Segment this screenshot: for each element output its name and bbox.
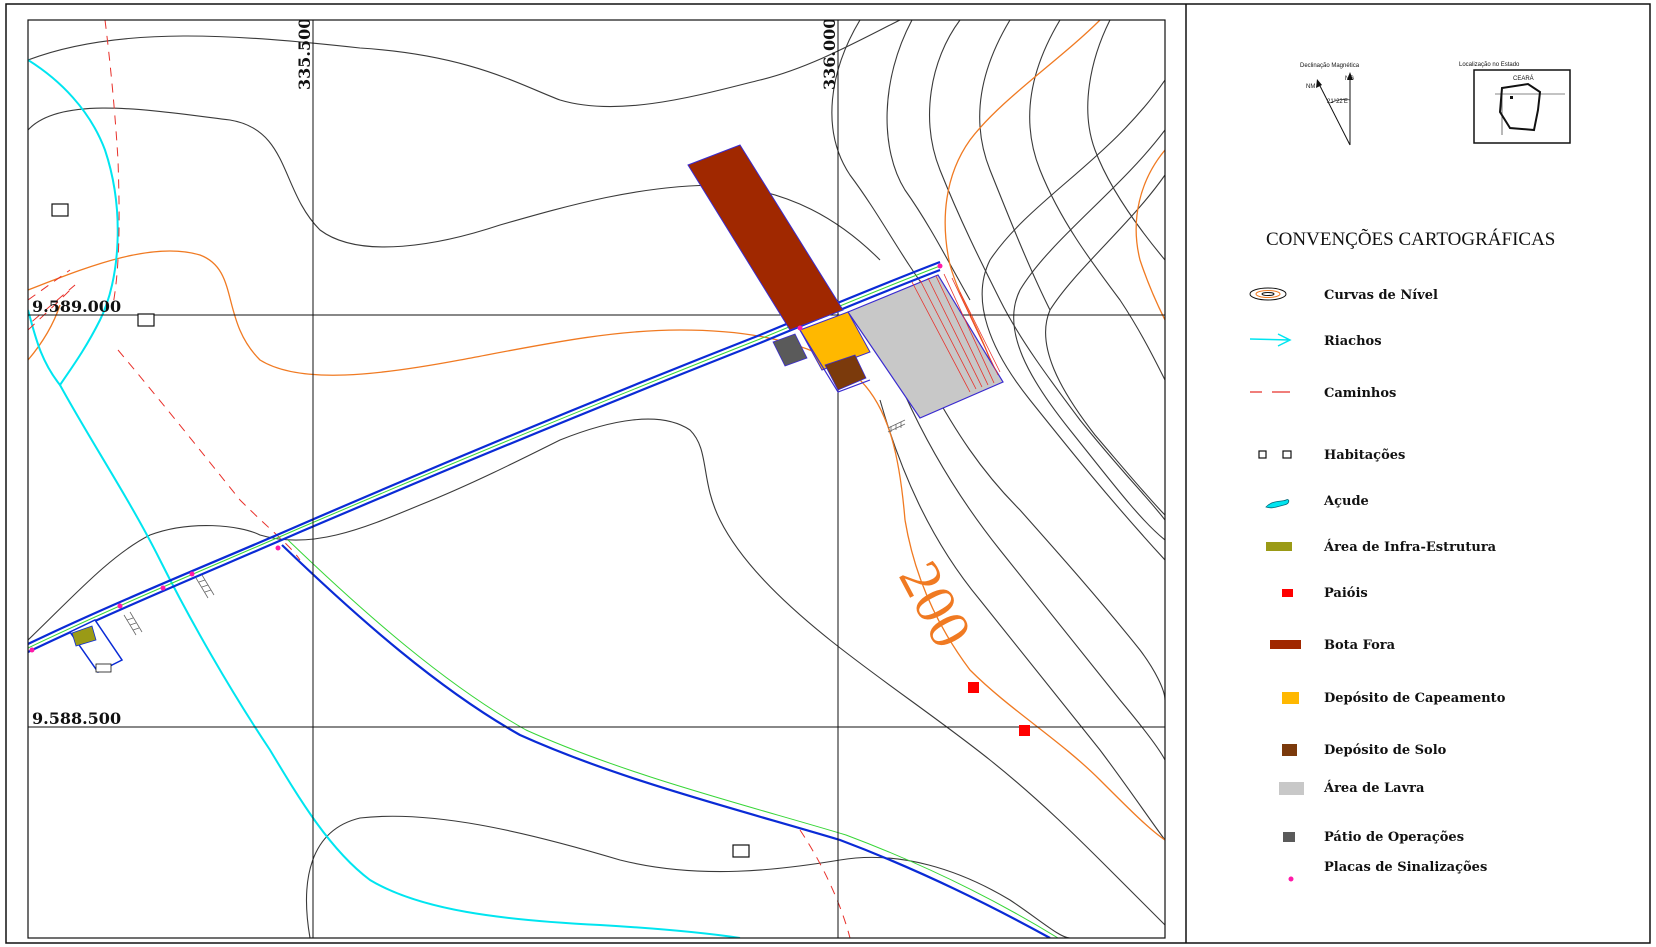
legend-labels: Curvas de Nível Riachos Caminhos Habitaç… <box>1323 288 1506 875</box>
legend-label-patio: Pátio de Operações <box>1324 830 1464 845</box>
declination-nm: NM <box>1306 84 1315 90</box>
sign-ladders <box>123 419 906 636</box>
legend-label-caminhos: Caminhos <box>1324 386 1396 401</box>
declination-ng: NG <box>1345 76 1354 82</box>
map-border <box>27 19 1166 939</box>
legend-label-curvas: Curvas de Nível <box>1324 288 1438 303</box>
location-inset: Localização no Estado CEARÁ <box>1459 62 1571 144</box>
lavra-hatching <box>911 273 1001 393</box>
contour-label: 200 <box>887 551 985 658</box>
legend-title: CONVENÇÕES CARTOGRÁFICAS <box>1266 228 1555 250</box>
grid-lines <box>28 20 1165 938</box>
capeamento-swatch <box>1282 692 1299 704</box>
sign-dots <box>29 263 943 653</box>
sheet-border <box>5 3 1651 944</box>
map-frame: 200 335.500 336.000 9.589.000 9.588.500 <box>28 18 1165 938</box>
solo-swatch <box>1282 744 1297 756</box>
bota-fora-area <box>687 144 844 331</box>
patio-area <box>772 333 808 367</box>
houses <box>51 203 750 858</box>
declination-title: Declinação Magnética <box>1300 63 1360 69</box>
infra-swatch <box>1266 542 1292 551</box>
legend-label-paiois: Paióis <box>1324 586 1368 601</box>
sign-dot <box>1288 876 1294 882</box>
declination-angle: 21°22'E <box>1327 99 1348 105</box>
patio-swatch <box>1283 832 1295 842</box>
location-state: CEARÁ <box>1513 75 1534 82</box>
easting-label-2: 336.000 <box>820 18 839 90</box>
stream-icon <box>1249 333 1292 347</box>
lavra-swatch <box>1279 782 1304 795</box>
streams <box>28 59 741 938</box>
bota-fora-swatch <box>1270 640 1301 649</box>
easting-label-1: 335.500 <box>295 18 314 90</box>
legend-label-lavra: Área de Lavra <box>1323 780 1425 796</box>
site-boundary <box>799 329 871 393</box>
legend-label-acude: Açude <box>1323 494 1369 509</box>
legend-label-capeamento: Depósito de Capeamento <box>1324 691 1506 706</box>
legend-label-riachos: Riachos <box>1324 334 1382 349</box>
paiol-swatch <box>1282 589 1293 597</box>
legend-label-infra: Área de Infra-Estrutura <box>1323 539 1497 555</box>
location-title: Localização no Estado <box>1459 62 1520 68</box>
solo-area <box>824 354 867 391</box>
paths <box>28 20 851 938</box>
infra-site <box>68 619 124 673</box>
declination-diagram: Declinação Magnética NG NM 21°22'E <box>1300 63 1360 146</box>
contour-icon <box>1249 287 1287 301</box>
northing-label-1: 9.589.000 <box>32 297 121 316</box>
lavra-area <box>847 274 1004 419</box>
legend-symbols <box>1249 287 1304 882</box>
legend-label-habitacoes: Habitações <box>1324 448 1405 463</box>
legend-label-solo: Depósito de Solo <box>1324 743 1447 758</box>
dam-icon <box>1265 499 1290 509</box>
contour-lines-gray <box>28 20 1165 938</box>
legend-label-bota-fora: Bota Fora <box>1324 638 1396 653</box>
legend-label-placas: Placas de Sinalizações <box>1324 860 1487 875</box>
northing-label-2: 9.588.500 <box>32 709 121 728</box>
contour-lines-orange <box>28 20 1165 841</box>
paiois <box>968 682 1030 736</box>
house-icon <box>1258 450 1292 459</box>
